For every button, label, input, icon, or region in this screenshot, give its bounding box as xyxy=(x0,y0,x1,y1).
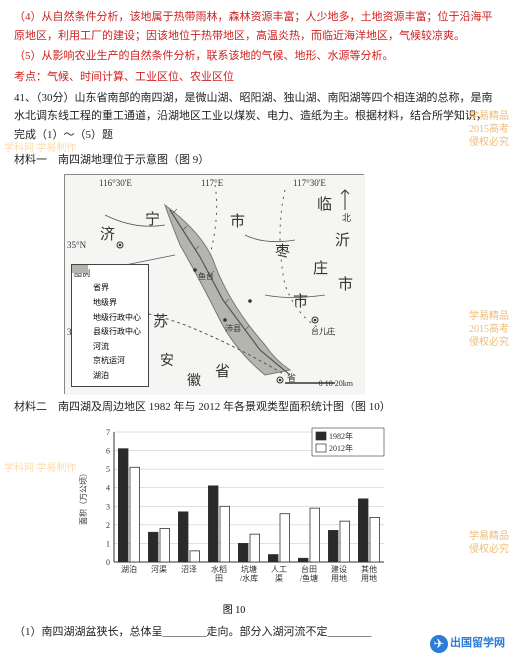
svg-text:2012年: 2012年 xyxy=(329,443,353,453)
city-xuzhou: 省 xyxy=(287,371,296,386)
svg-text:/鱼塘: /鱼塘 xyxy=(300,573,318,583)
chart-caption: 图 10 xyxy=(74,602,394,619)
svg-text:/水库: /水库 xyxy=(240,573,258,583)
watermark-right: 学易精品侵权必究 xyxy=(469,530,509,556)
legend-item: 省界 xyxy=(74,281,146,295)
legend-label: 河流 xyxy=(93,340,109,354)
svg-text:2: 2 xyxy=(106,521,110,530)
sub-question-1: （1）南四湖湖盆狭长，总体呈________走向。部分入湖河流不定_______… xyxy=(14,623,497,642)
svg-text:沼泽: 沼泽 xyxy=(181,565,197,574)
city-ning: 宁 xyxy=(145,208,160,234)
city-shi1: 市 xyxy=(230,210,245,236)
city-shi2: 市 xyxy=(338,273,353,299)
prov-an: 安 xyxy=(160,350,174,374)
footer-text: 出国留学网 xyxy=(450,634,505,653)
svg-text:1: 1 xyxy=(106,540,110,549)
legend-item: 地级行政中心 xyxy=(74,311,146,325)
globe-icon: ✈ xyxy=(430,635,448,653)
north-label: 北 xyxy=(342,211,351,226)
lon-label-0: 116°30'E xyxy=(99,176,132,191)
svg-text:面积（万公顷）: 面积（万公顷） xyxy=(78,469,88,525)
scale-bar-label: 0 10 20km xyxy=(319,377,353,391)
map-legend: 图例 省界 地级界 地级行政中心 县级行政中心 河流 京杭运河 湖泊 xyxy=(71,264,149,387)
pt-pei: 沛县 xyxy=(225,322,241,336)
legend-item: 县级行政中心 xyxy=(74,325,146,339)
svg-text:其他: 其他 xyxy=(361,564,377,574)
svg-text:人工: 人工 xyxy=(271,565,287,574)
material-1-title: 材料一 南四湖地理位于示意图（图 9） xyxy=(14,151,497,170)
prov-hui: 徽 xyxy=(187,370,201,394)
lon-label-2: 117°30'E xyxy=(293,176,326,191)
svg-text:台田: 台田 xyxy=(301,564,317,574)
map-figure-9: 116°30'E 117°E 117°30'E 35°N 34°30'N 北 济… xyxy=(64,174,364,394)
svg-text:渠: 渠 xyxy=(275,573,283,583)
watermark-right: 学易精品2015高考侵权必究 xyxy=(469,110,509,149)
legend-label: 湖泊 xyxy=(93,369,109,383)
svg-text:用地: 用地 xyxy=(361,573,377,583)
question-41: 41、（30分）山东省南部的南四湖，是微山湖、昭阳湖、独山湖、南阳湖等四个相连湖… xyxy=(14,89,497,145)
footer-logo: ✈ 出国留学网 xyxy=(430,634,505,653)
svg-text:湖泊: 湖泊 xyxy=(121,564,137,574)
city-zao: 枣 xyxy=(275,240,290,266)
svg-text:1982年: 1982年 xyxy=(329,431,353,441)
svg-text:建设: 建设 xyxy=(331,564,347,574)
svg-text:田: 田 xyxy=(215,574,223,583)
legend-item: 河流 xyxy=(74,340,146,354)
legend-item: 京杭运河 xyxy=(74,354,146,368)
city-shi3: 市 xyxy=(293,290,308,316)
legend-label: 京杭运河 xyxy=(93,354,125,368)
city-lin: 临 xyxy=(317,193,332,219)
svg-text:水稻: 水稻 xyxy=(211,564,227,574)
pt-yutai: 鱼台 xyxy=(198,270,214,284)
svg-text:6: 6 xyxy=(106,447,110,456)
city-ji: 济 xyxy=(100,223,115,249)
svg-text:0: 0 xyxy=(106,558,110,567)
city-yi: 沂 xyxy=(335,229,350,255)
legend-label: 县级行政中心 xyxy=(93,325,141,339)
legend-item: 湖泊 xyxy=(74,369,146,383)
lon-label-1: 117°E xyxy=(201,176,223,191)
svg-text:河渠: 河渠 xyxy=(151,564,167,574)
legend-label: 地级行政中心 xyxy=(93,311,141,325)
exam-points: 考点：气候、时间计算、工业区位、农业区位 xyxy=(14,68,497,87)
legend-label: 省界 xyxy=(93,281,109,295)
legend-label: 地级界 xyxy=(93,296,117,310)
svg-text:4: 4 xyxy=(106,484,110,493)
svg-text:3: 3 xyxy=(106,502,110,511)
pt-taier: 台儿庄 xyxy=(311,325,335,339)
watermark-right: 学易精品2015高考侵权必究 xyxy=(469,310,509,349)
svg-text:坑塘: 坑塘 xyxy=(241,564,257,574)
prov-sheng1: 省 xyxy=(215,360,230,386)
material-2-title: 材料二 南四湖及周边地区 1982 年与 2012 年各景观类型面积统计图（图 … xyxy=(14,398,497,417)
svg-text:用地: 用地 xyxy=(331,573,347,583)
chart-figure-10: 01234567面积（万公顷）湖泊河渠沼泽水稻田坑塘/水库人工渠台田/鱼塘建设用… xyxy=(74,420,394,600)
svg-text:5: 5 xyxy=(106,465,110,474)
city-zhuang: 庄 xyxy=(313,257,328,283)
lat-label-0: 35°N xyxy=(67,238,86,253)
legend-item: 地级界 xyxy=(74,296,146,310)
prov-su: 苏 xyxy=(153,310,168,336)
answer-5: （5）从影响农业生产的自然条件分析，联系该地的气候、地形、水源等分析。 xyxy=(14,47,497,66)
svg-text:7: 7 xyxy=(106,428,110,437)
answer-4: （4）从自然条件分析，该地属于热带雨林，森林资源丰富；人少地多，土地资源丰富；位… xyxy=(14,8,497,45)
